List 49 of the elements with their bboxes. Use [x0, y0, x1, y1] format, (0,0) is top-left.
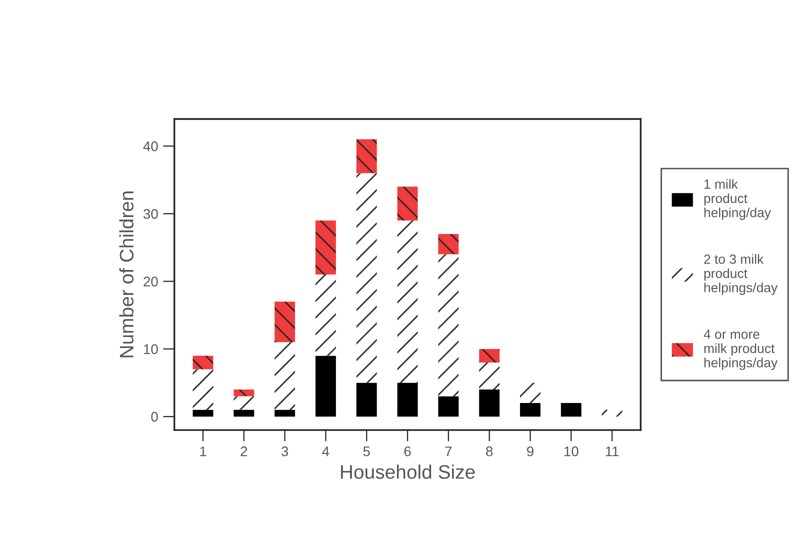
- bar: [315, 220, 336, 275]
- y-tick-label: 20: [144, 276, 158, 286]
- x-tick-label: 9: [527, 446, 534, 456]
- bar: [234, 390, 254, 396]
- y-tick-label: 40: [143, 141, 158, 152]
- x-tick-label: 2: [240, 446, 248, 456]
- bar: [479, 362, 500, 390]
- x-tick-label: 5: [363, 446, 370, 456]
- bar: [356, 173, 377, 383]
- y-tick-label: 10: [144, 344, 158, 354]
- bar: [479, 348, 500, 362]
- bar: [192, 410, 214, 417]
- bar: [315, 274, 336, 356]
- legend-label: 4 or more milk product helpings/day: [704, 330, 778, 370]
- bar: [274, 410, 296, 417]
- x-axis-title: Household Size: [341, 464, 475, 479]
- bar: [560, 403, 582, 417]
- legend-label: 1 milk product helping/day: [704, 179, 771, 220]
- bar: [438, 254, 459, 396]
- bar: [356, 139, 377, 174]
- bar: [520, 403, 540, 417]
- y-tick-label: 30: [143, 209, 158, 219]
- bar: [274, 342, 296, 410]
- bar: [397, 382, 418, 417]
- x-tick-label: 11: [606, 446, 619, 456]
- bar: [234, 410, 254, 417]
- x-tick-label: 6: [404, 446, 411, 456]
- legend-label: 2 to 3 milk product helpings/day: [704, 254, 778, 295]
- x-tick-label: 7: [445, 446, 452, 456]
- x-tick-label: 8: [486, 446, 493, 456]
- x-tick-label: 10: [564, 446, 578, 456]
- bar: [602, 410, 622, 417]
- x-tick-label: 1: [200, 446, 206, 456]
- bar: [397, 220, 418, 383]
- y-axis-title: Number of Children: [119, 192, 134, 358]
- bar: [315, 356, 336, 417]
- x-tick-label: 3: [281, 446, 288, 456]
- bar: [192, 369, 214, 410]
- bar: [397, 186, 418, 220]
- bar: [479, 390, 500, 417]
- x-tick-label: 4: [322, 446, 330, 456]
- bar: [274, 302, 296, 342]
- bar: [192, 356, 214, 370]
- bar: [356, 382, 377, 417]
- y-tick-label: 0: [151, 412, 158, 422]
- bar: [520, 382, 540, 404]
- bar: [438, 396, 459, 417]
- bar: [438, 234, 459, 254]
- bar: [234, 396, 254, 410]
